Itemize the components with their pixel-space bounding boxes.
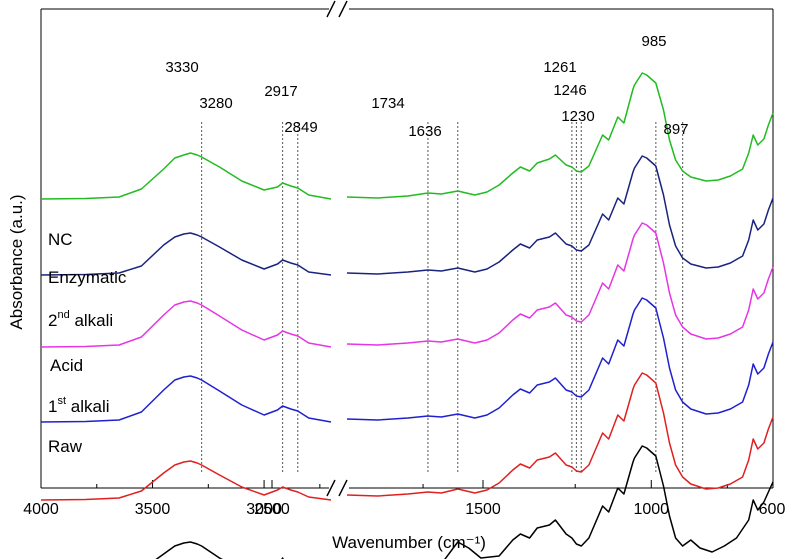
peak-label: 2849 (284, 119, 317, 136)
axis-break-mark (338, 0, 348, 18)
y-axis-title: Absorbance (a.u.) (7, 194, 26, 329)
series-label: 2nd alkali (48, 309, 113, 330)
series-line-enzymatic (40, 232, 332, 276)
series-label: 1st alkali (48, 395, 110, 416)
peak-label: 1246 (553, 82, 586, 99)
series-label-rest: alkali (70, 311, 113, 330)
series-line-2nd-alkali (40, 300, 332, 348)
series-label: Raw (48, 437, 83, 456)
x-tick-label: 600 (759, 501, 786, 518)
axis-break-mark (326, 0, 336, 18)
x-tick-label: 1500 (465, 501, 501, 518)
x-tick-label: 2500 (254, 501, 290, 518)
series-label: Acid (50, 356, 83, 375)
x-tick-label: 3000 (246, 501, 282, 518)
series-label-main: Raw (48, 437, 83, 456)
series-label-main: Enzymatic (48, 268, 127, 287)
series-line-1st-alkali (346, 372, 774, 497)
series-line-raw (155, 541, 284, 559)
series-label-main: Acid (50, 356, 83, 375)
series-label: Enzymatic (48, 268, 127, 287)
series-label-rest: alkali (66, 397, 109, 416)
x-tick-label: 4000 (23, 501, 59, 518)
axis-break-mark (338, 479, 348, 497)
peak-label: 3280 (199, 95, 232, 112)
series-label: NC (48, 230, 73, 249)
series-line-1st-alkali (40, 460, 332, 501)
series-label-main: 1 (48, 397, 57, 416)
series-line-2nd-alkali (346, 222, 774, 346)
axis-break-mark (326, 479, 336, 497)
x-tick-label: 3500 (135, 501, 171, 518)
series-line-enzymatic (346, 155, 774, 275)
peak-label: 1230 (561, 108, 594, 125)
peak-label: 1261 (543, 59, 576, 76)
peak-label: 1734 (371, 95, 404, 112)
series-label-main: NC (48, 230, 73, 249)
series-line-acid (346, 297, 774, 421)
peak-label: 985 (641, 33, 666, 50)
peak-label: 897 (663, 121, 688, 138)
x-axis-title: Wavenumber (cm⁻¹) (332, 533, 486, 552)
series-line-nc (346, 72, 774, 199)
series-label-sup: st (57, 395, 66, 407)
peak-label: 1636 (408, 123, 441, 140)
peak-label: 3330 (165, 59, 198, 76)
series-label-main: 2 (48, 311, 57, 330)
series-line-nc (40, 152, 332, 200)
series-label-sup: nd (57, 309, 69, 321)
series-line-raw (444, 445, 774, 559)
series-line-acid (40, 375, 332, 423)
peak-label: 2917 (264, 83, 297, 100)
x-tick-label: 1000 (633, 501, 669, 518)
